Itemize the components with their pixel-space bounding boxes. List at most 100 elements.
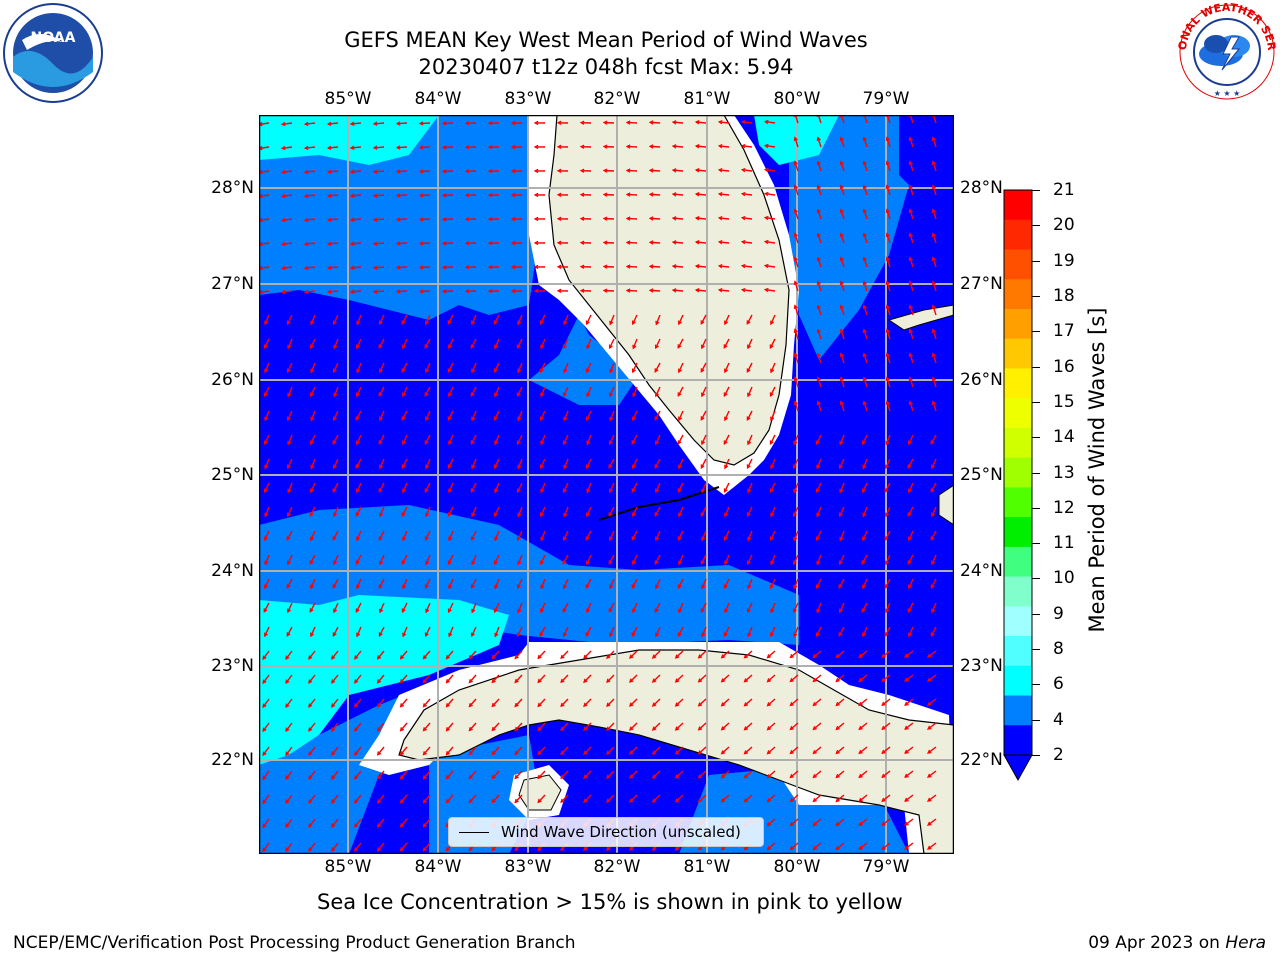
wind-arrow-head [585, 464, 590, 470]
wind-arrow-head [908, 488, 912, 494]
wind-arrow [264, 410, 270, 421]
wind-arrow-head [280, 121, 286, 127]
wind-arrow-head [677, 344, 682, 349]
wind-arrow [354, 698, 362, 708]
wind-arrow-head [770, 560, 775, 566]
wind-arrow [863, 209, 868, 220]
wind-arrow-head [583, 846, 588, 852]
wind-arrow [677, 386, 684, 397]
wind-arrow-head [885, 208, 890, 214]
wind-arrow-head [540, 392, 545, 398]
wind-arrow [793, 578, 799, 589]
wind-arrow [724, 602, 730, 613]
wind-arrow-head [858, 677, 863, 683]
wind-arrow [447, 314, 454, 325]
wind-arrow [626, 241, 638, 244]
wind-arrow [863, 257, 868, 268]
wind-arrow [884, 626, 891, 637]
wind-arrow-head [839, 352, 844, 358]
wind-arrow-head [556, 288, 562, 294]
wind-arrow [932, 137, 937, 148]
wind-arrow-head [537, 726, 542, 732]
wind-arrow-head [487, 216, 493, 222]
wind-arrow [698, 722, 707, 731]
wind-arrow-head [606, 654, 611, 659]
wind-arrow [425, 458, 431, 469]
wind-arrow [331, 746, 339, 756]
wind-arrow [563, 458, 569, 469]
wind-arrow-head [671, 240, 677, 245]
wind-arrow [308, 794, 316, 804]
wind-arrow [789, 770, 799, 779]
wind-arrow-head [395, 169, 401, 174]
wind-arrow-head [862, 400, 867, 406]
lat-label-left: 26°N [211, 370, 254, 390]
wind-arrow-head [724, 464, 729, 470]
wind-arrow [675, 722, 684, 731]
wind-arrow-head [931, 464, 935, 470]
wind-arrow-head [491, 798, 496, 804]
wind-arrow [355, 602, 362, 613]
wind-arrow-head [471, 512, 476, 518]
wind-arrow [816, 578, 822, 589]
wind-arrow [585, 530, 592, 541]
wind-arrow-head [447, 464, 452, 470]
wind-arrow [305, 290, 316, 293]
wind-arrow-head [654, 368, 659, 373]
chart-title: GEFS MEAN Key West Mean Period of Wind W… [344, 28, 868, 52]
wind-arrow [287, 338, 293, 349]
wind-arrow [287, 434, 293, 445]
wind-arrow-head [674, 750, 680, 755]
wind-arrow [700, 458, 707, 469]
wind-arrow [632, 386, 638, 397]
wind-arrow [401, 458, 408, 469]
wind-arrow-head [579, 240, 585, 245]
wind-arrow [909, 161, 914, 172]
wind-arrow [767, 770, 776, 779]
wind-arrow [742, 289, 753, 292]
wind-arrow-head [579, 192, 585, 197]
wind-arrow-head [287, 488, 292, 494]
wind-arrow-head [332, 584, 337, 589]
wind-arrow-head [470, 632, 475, 638]
wind-arrow [794, 377, 799, 388]
wind-arrow-head [262, 751, 267, 757]
wind-arrow [537, 674, 546, 683]
wind-arrow-head [926, 797, 932, 802]
colorbar-segment [1004, 636, 1032, 667]
wind-arrow [285, 650, 293, 660]
lon-label-bottom: 85°W [324, 857, 372, 877]
wind-arrow [379, 602, 385, 613]
wind-arrow-head [885, 512, 889, 518]
wind-arrow-head [356, 584, 361, 590]
wind-arrow [401, 362, 408, 373]
wind-arrow-head [816, 352, 821, 358]
wind-arrow [354, 722, 362, 732]
wind-arrow-head [629, 750, 634, 755]
wind-arrow [904, 818, 914, 826]
wind-arrow [424, 530, 431, 541]
wind-arrow-head [331, 775, 336, 780]
wind-arrow-head [333, 512, 337, 518]
colorbar-tick-label: 17 [1053, 321, 1075, 342]
wind-arrow [909, 329, 914, 340]
wind-arrow-head [723, 344, 728, 349]
wind-arrow [765, 120, 776, 124]
wind-arrow [817, 329, 822, 340]
wind-arrow [333, 338, 339, 349]
wind-arrow [355, 458, 362, 469]
wind-arrow-head [884, 632, 889, 637]
wind-arrow [377, 722, 385, 732]
wind-arrow [419, 242, 431, 245]
wind-arrow-head [766, 846, 772, 851]
wind-arrow [350, 290, 362, 293]
wind-arrow [789, 698, 799, 707]
wind-arrow [626, 217, 638, 220]
wind-arrow-head [858, 725, 863, 731]
wind-arrow-head [677, 440, 682, 445]
wind-arrow [400, 794, 408, 804]
wind-arrow [332, 482, 339, 493]
wind-arrow [840, 305, 845, 316]
wind-arrow [721, 746, 730, 755]
wind-arrow [491, 722, 500, 731]
